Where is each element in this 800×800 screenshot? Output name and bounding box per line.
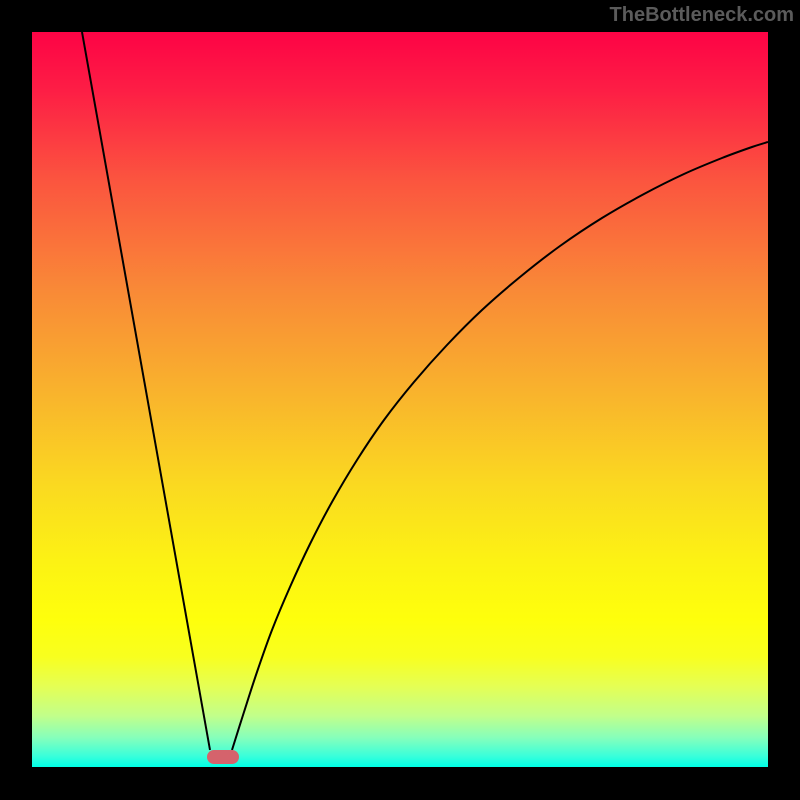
bottleneck-curve	[32, 32, 768, 767]
minimum-marker	[207, 750, 239, 764]
chart-container: TheBottleneck.com	[0, 0, 800, 800]
plot-area	[32, 32, 768, 767]
watermark-text: TheBottleneck.com	[610, 4, 794, 27]
